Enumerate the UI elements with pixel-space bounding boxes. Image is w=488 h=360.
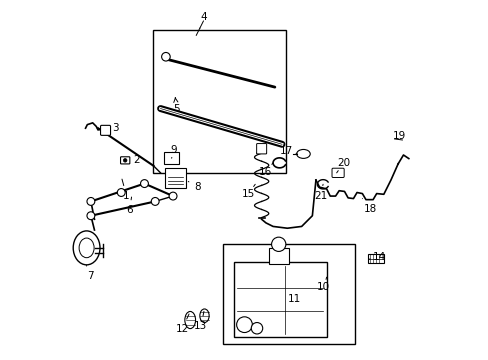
Text: 8: 8 — [188, 181, 200, 192]
Text: 11: 11 — [287, 294, 301, 303]
Text: 9: 9 — [170, 145, 177, 158]
Text: 3: 3 — [107, 123, 119, 133]
Bar — [268, 248, 288, 264]
Text: 2: 2 — [126, 156, 140, 165]
Text: 18: 18 — [362, 199, 376, 213]
Text: 10: 10 — [317, 277, 330, 292]
Circle shape — [140, 180, 148, 188]
Text: 16: 16 — [258, 163, 272, 177]
Bar — [233, 262, 326, 337]
FancyBboxPatch shape — [331, 168, 344, 177]
Circle shape — [162, 53, 170, 61]
Circle shape — [236, 317, 252, 333]
Circle shape — [271, 237, 285, 251]
Text: 7: 7 — [86, 266, 93, 282]
Text: 12: 12 — [175, 314, 189, 334]
Bar — [165, 168, 185, 188]
Text: 4: 4 — [200, 13, 206, 22]
Bar — [367, 254, 383, 263]
Circle shape — [123, 158, 127, 162]
Ellipse shape — [73, 231, 100, 265]
Ellipse shape — [79, 238, 94, 258]
Text: 14: 14 — [368, 252, 386, 262]
Text: 20: 20 — [336, 158, 350, 173]
Ellipse shape — [200, 309, 209, 323]
Bar — [223, 244, 354, 344]
Text: 19: 19 — [392, 131, 406, 141]
Circle shape — [151, 198, 159, 205]
Circle shape — [87, 212, 95, 220]
Bar — [164, 153, 179, 164]
Ellipse shape — [184, 311, 195, 329]
Text: 15: 15 — [241, 184, 255, 199]
Text: 13: 13 — [194, 311, 207, 332]
Bar — [153, 30, 285, 173]
Ellipse shape — [296, 149, 309, 158]
Text: 5: 5 — [173, 98, 180, 113]
Circle shape — [87, 198, 95, 205]
Circle shape — [169, 192, 177, 200]
FancyBboxPatch shape — [101, 125, 110, 135]
Text: 17: 17 — [280, 147, 297, 157]
Text: 1: 1 — [122, 179, 130, 201]
FancyBboxPatch shape — [256, 144, 266, 154]
Text: 21: 21 — [313, 184, 326, 201]
Text: 6: 6 — [126, 197, 133, 215]
FancyBboxPatch shape — [121, 157, 130, 164]
Circle shape — [117, 189, 125, 197]
Circle shape — [251, 323, 262, 334]
